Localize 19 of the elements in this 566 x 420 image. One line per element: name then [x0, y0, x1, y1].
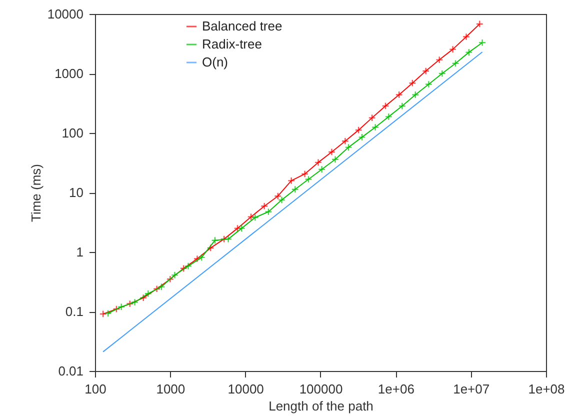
- y-tick-label: 1: [76, 244, 84, 260]
- legend-label: Radix-tree: [202, 36, 262, 52]
- x-tick-label: 1e+08: [528, 382, 565, 396]
- legend-label: O(n): [202, 54, 228, 70]
- x-axis-title: Length of the path: [268, 398, 374, 414]
- x-tick-label: 100: [84, 382, 106, 396]
- y-tick-label: 10: [69, 185, 84, 200]
- y-tick-label: 0.1: [65, 304, 84, 319]
- x-tick-label: 1e+06: [378, 382, 414, 396]
- x-tick-label: 10000: [228, 382, 264, 396]
- legend-label: Balanced tree: [202, 18, 282, 34]
- y-tick-label: 10000: [47, 6, 84, 22]
- y-tick-label: 1000: [54, 66, 84, 81]
- x-tick-label: 1e+07: [453, 382, 490, 396]
- y-tick-label: 0.01: [58, 364, 84, 378]
- x-tick-label: 100000: [299, 382, 343, 396]
- x-tick-label: 1000: [156, 382, 186, 396]
- y-tick-label: 100: [62, 126, 84, 140]
- y-axis-title: Time (ms): [28, 164, 44, 222]
